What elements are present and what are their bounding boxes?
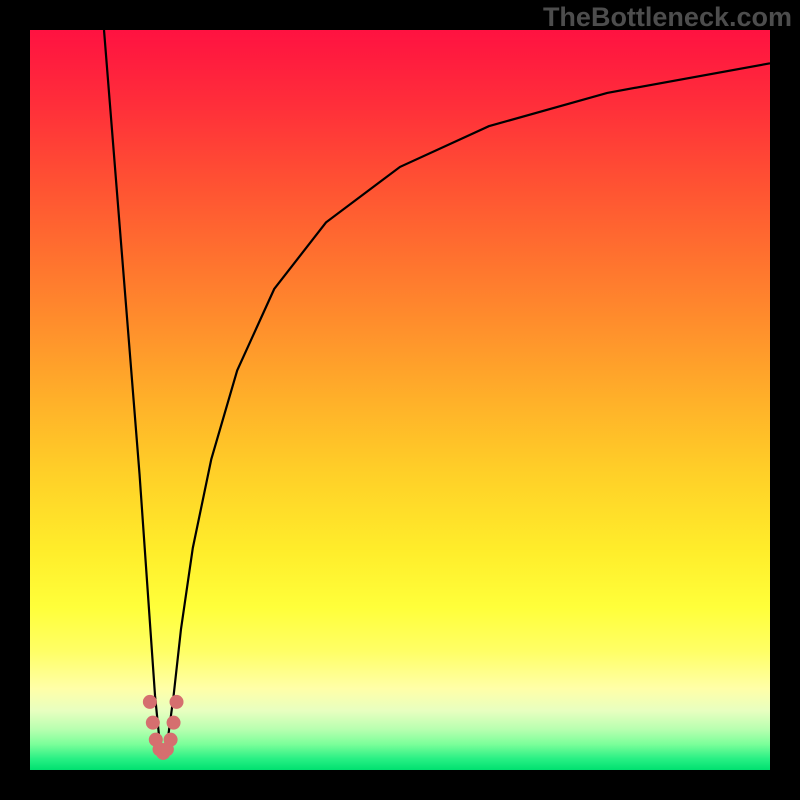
optimum-marker	[170, 695, 184, 709]
watermark-text: TheBottleneck.com	[543, 2, 792, 33]
optimum-marker	[164, 733, 178, 747]
chart-svg	[0, 0, 800, 800]
optimum-marker	[146, 716, 160, 730]
optimum-marker	[167, 716, 181, 730]
optimum-marker	[143, 695, 157, 709]
chart-wrapper: TheBottleneck.com	[0, 0, 800, 800]
gradient-background	[30, 30, 770, 770]
